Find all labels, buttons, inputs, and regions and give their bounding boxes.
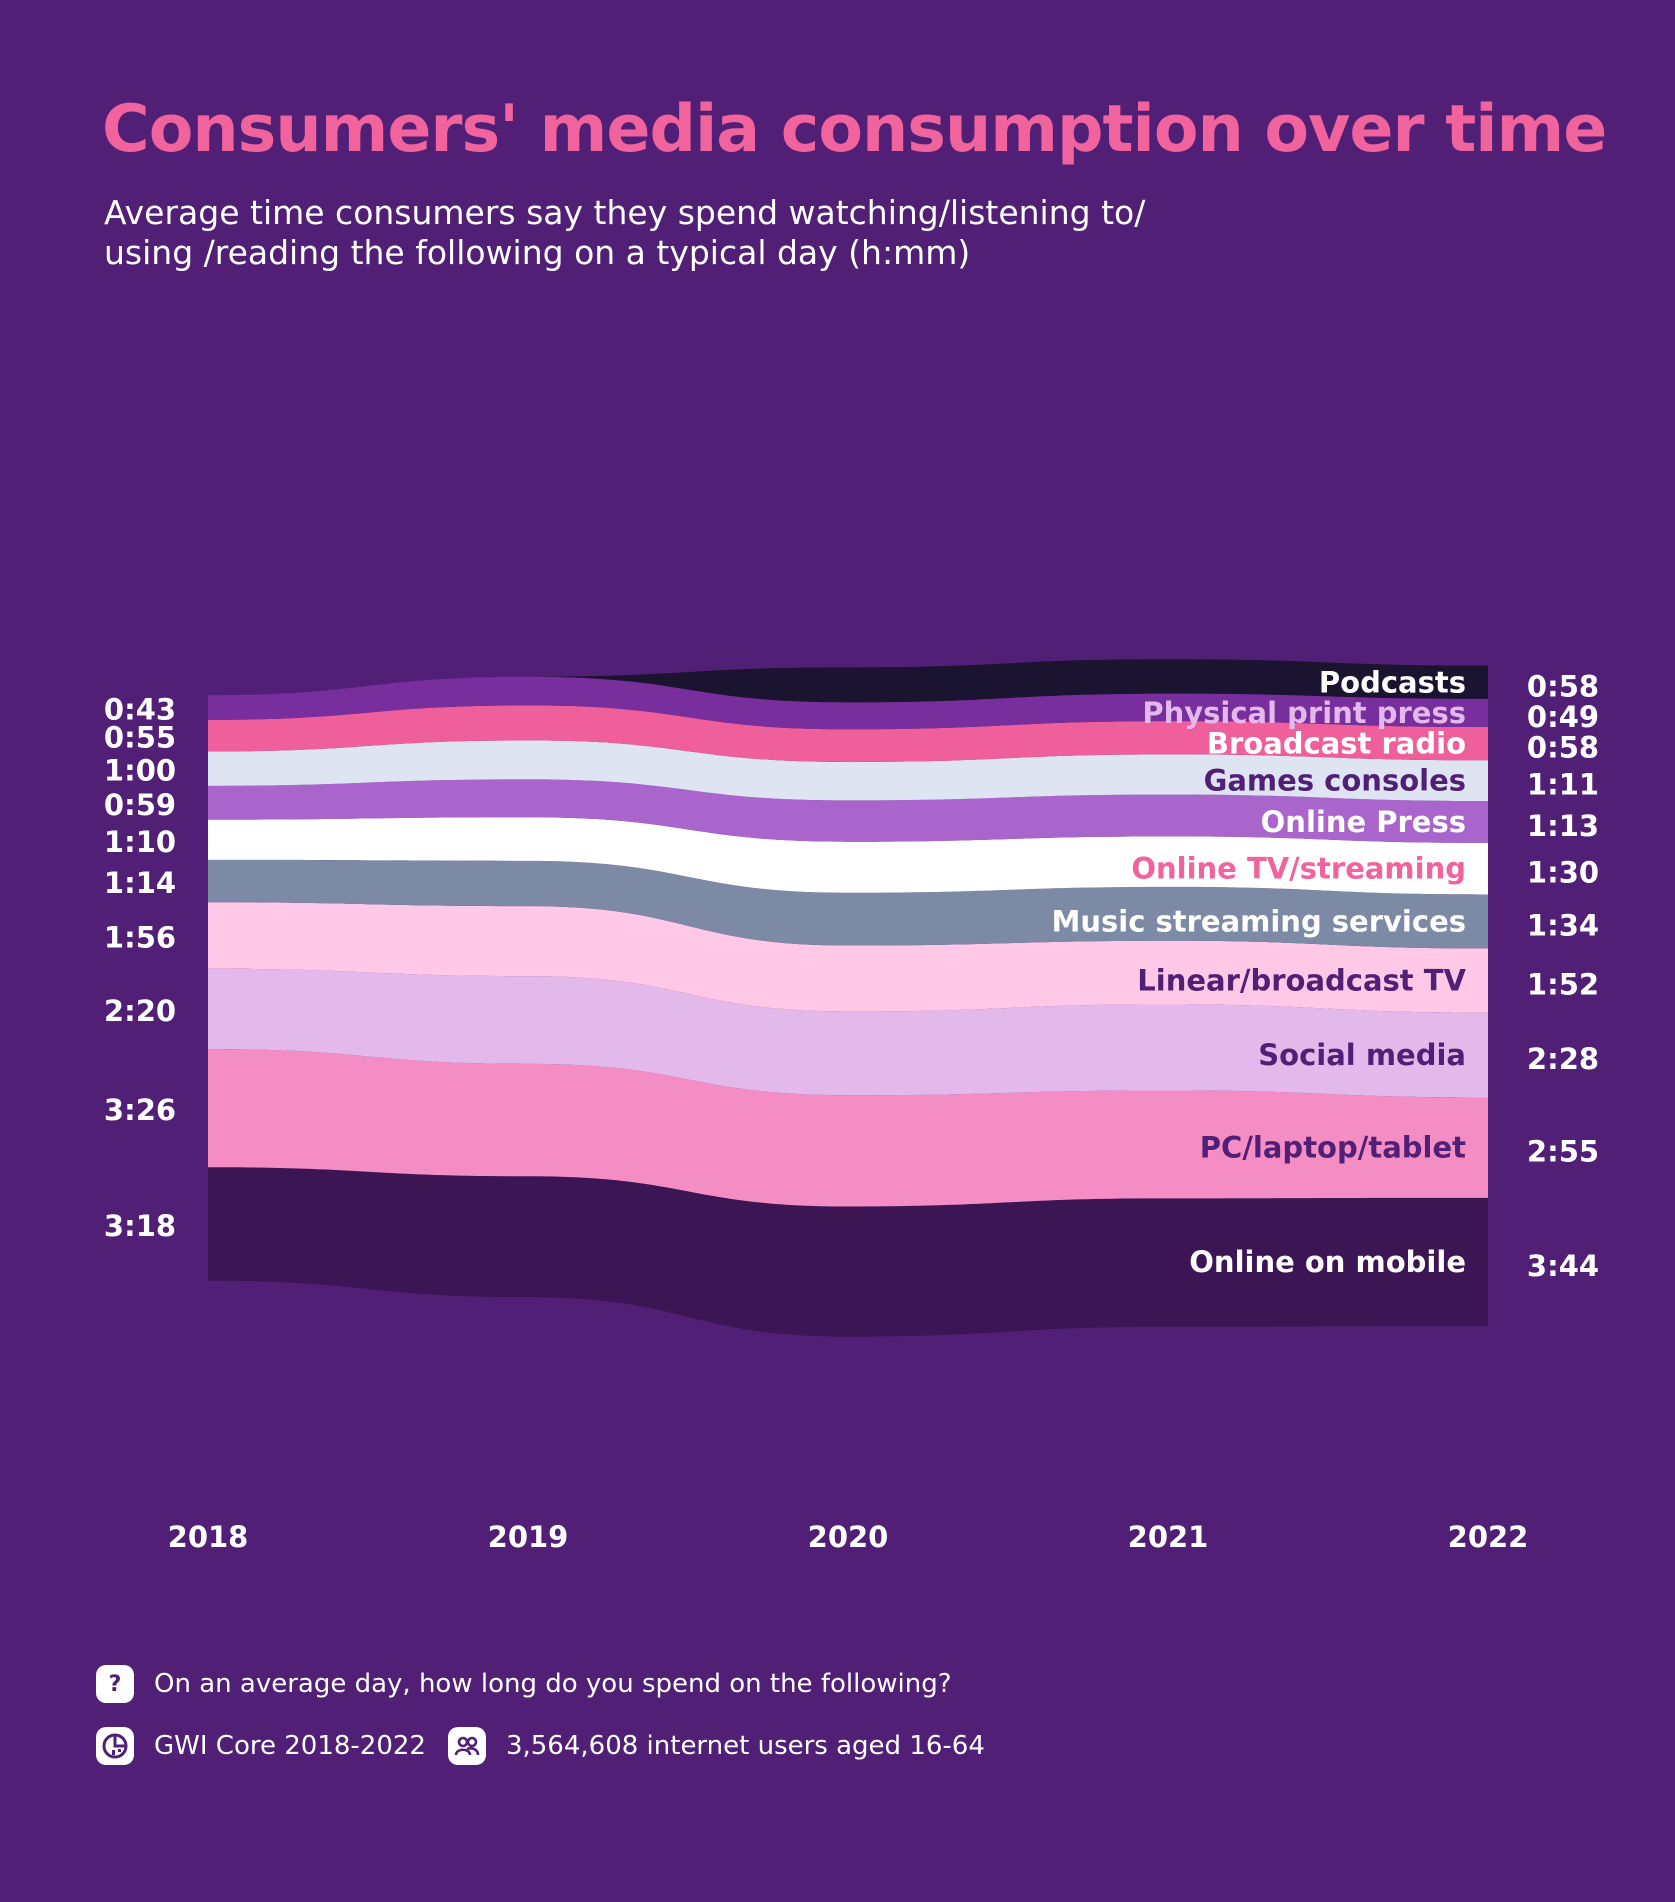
stream-social-media <box>208 968 1488 1098</box>
stream-linear-broadcast-tv <box>208 902 1488 1013</box>
end-value-label: 1:52 <box>1527 968 1599 1002</box>
x-tick-label: 2018 <box>168 1520 249 1554</box>
stream-online-on-mobile <box>208 1167 1488 1337</box>
footer-source-text: GWI Core 2018-2022 <box>154 1731 426 1761</box>
x-tick-label: 2021 <box>1128 1520 1209 1554</box>
stream-layers <box>208 659 1488 1337</box>
stream-podcasts <box>208 659 1488 703</box>
series-label: Music streaming services <box>1051 904 1466 938</box>
stream-physical-print-press <box>208 676 1488 730</box>
series-label: Social media <box>1258 1038 1466 1072</box>
series-label: Online Press <box>1261 805 1466 839</box>
stream-broadcast-radio <box>208 705 1488 762</box>
series-label: Broadcast radio <box>1207 727 1466 761</box>
start-value-label: 0:43 <box>104 693 176 727</box>
series-labels: Online on mobile PC/laptop/tablet Social m… <box>1051 665 1466 1279</box>
series-label: Physical print press <box>1142 696 1466 730</box>
subtitle-line-2: using /reading the following on a typica… <box>104 233 971 272</box>
end-value-label: 1:13 <box>1527 809 1599 843</box>
footer-source: GWI Core 2018-2022 3,564,608 internet us… <box>96 1727 985 1765</box>
end-value-label: 2:28 <box>1527 1042 1599 1076</box>
gwi-chart-icon <box>96 1727 134 1765</box>
question-icon: ? <box>96 1665 134 1703</box>
start-value-label: 1:00 <box>104 754 176 788</box>
series-label: Online on mobile <box>1189 1245 1466 1279</box>
x-tick-label: 2022 <box>1448 1520 1529 1554</box>
start-value-label: 0:59 <box>104 788 176 822</box>
end-value-label: 2:55 <box>1527 1135 1599 1169</box>
page-title: Consumers' media consumption over time <box>102 92 1607 167</box>
stream-pc-laptop-tablet <box>208 1049 1488 1207</box>
stream-games-consoles <box>208 740 1488 802</box>
footer-sample-text: 3,564,608 internet users aged 16-64 <box>505 1731 985 1761</box>
end-value-label: 3:44 <box>1527 1249 1599 1283</box>
start-value-label: 3:26 <box>104 1093 176 1127</box>
start-value-label: 1:14 <box>104 866 176 900</box>
subtitle-line-1: Average time consumers say they spend wa… <box>104 193 1146 232</box>
series-label: Online TV/streaming <box>1131 852 1466 886</box>
series-label: Linear/broadcast TV <box>1137 964 1466 998</box>
start-value-label: 0:55 <box>104 721 176 755</box>
start-value-label: 3:18 <box>104 1209 176 1243</box>
series-label: Games consoles <box>1204 764 1466 798</box>
stream-music-streaming-services <box>208 859 1488 949</box>
series-label: PC/laptop/tablet <box>1200 1131 1466 1165</box>
footer-question-text: On an average day, how long do you spend… <box>154 1669 952 1699</box>
footer-question: ? On an average day, how long do you spe… <box>96 1665 952 1703</box>
end-value-label: 0:58 <box>1527 669 1599 703</box>
x-axis: 2018 2019 2020 2021 2022 <box>168 1520 1529 1554</box>
end-value-label: 1:30 <box>1527 856 1599 890</box>
x-tick-label: 2020 <box>808 1520 889 1554</box>
start-value-label: 2:20 <box>104 994 176 1028</box>
end-value-labels: 3:442:552:281:521:341:301:131:110:580:49… <box>1527 669 1599 1283</box>
end-value-label: 1:11 <box>1527 768 1599 802</box>
x-tick-label: 2019 <box>488 1520 569 1554</box>
start-value-labels: 3:18 3:26 2:20 1:56 1:14 1:100:591:000:550:43 <box>104 693 176 1243</box>
start-value-label: 1:56 <box>104 921 176 955</box>
series-label: Podcasts <box>1319 665 1466 699</box>
end-value-label: 1:34 <box>1527 908 1599 942</box>
end-value-label: 0:49 <box>1527 700 1599 734</box>
end-value-label: 0:58 <box>1527 731 1599 765</box>
stream-online-press <box>208 779 1488 843</box>
start-value-label: 1:10 <box>104 825 176 859</box>
stream-online-tv-streaming <box>208 817 1488 895</box>
people-icon <box>447 1727 486 1765</box>
